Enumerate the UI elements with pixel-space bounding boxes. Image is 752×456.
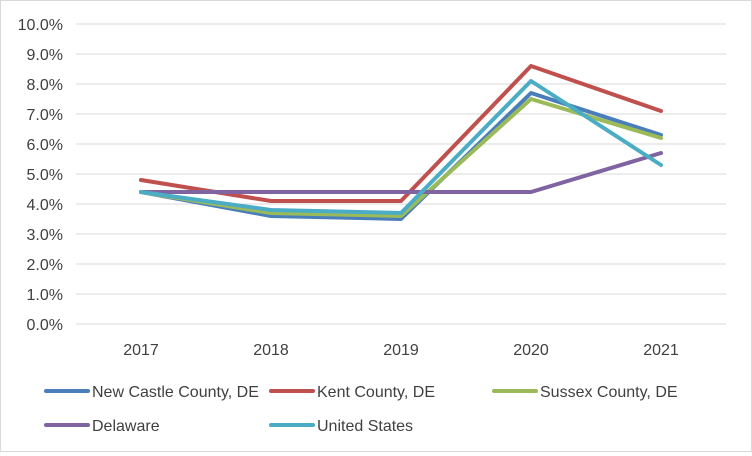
x-tick-label: 2020 <box>513 342 549 359</box>
legend-label: Delaware <box>92 418 160 435</box>
legend-label: United States <box>317 418 413 435</box>
series-line-delaware <box>139 151 663 194</box>
y-tick-label: 1.0% <box>27 287 63 304</box>
x-tick-label: 2021 <box>643 342 679 359</box>
x-tick-label: 2017 <box>123 342 159 359</box>
y-tick-label: 10.0% <box>18 17 63 34</box>
x-tick-label: 2019 <box>383 342 419 359</box>
series-line-kent-county-de <box>139 64 663 203</box>
x-tick-label: 2018 <box>253 342 289 359</box>
y-tick-label: 5.0% <box>27 167 63 184</box>
y-tick-label: 2.0% <box>27 257 63 274</box>
y-tick-label: 6.0% <box>27 137 63 154</box>
legend-label: New Castle County, DE <box>92 384 259 401</box>
y-tick-label: 4.0% <box>27 197 63 214</box>
y-tick-label: 7.0% <box>27 107 63 124</box>
y-tick-label: 8.0% <box>27 77 63 94</box>
series-line-united-states <box>139 79 663 215</box>
y-tick-label: 9.0% <box>27 47 63 64</box>
legend-label: Kent County, DE <box>317 384 435 401</box>
legend-label: Sussex County, DE <box>540 384 678 401</box>
y-tick-label: 3.0% <box>27 227 63 244</box>
y-tick-label: 0.0% <box>27 317 63 334</box>
